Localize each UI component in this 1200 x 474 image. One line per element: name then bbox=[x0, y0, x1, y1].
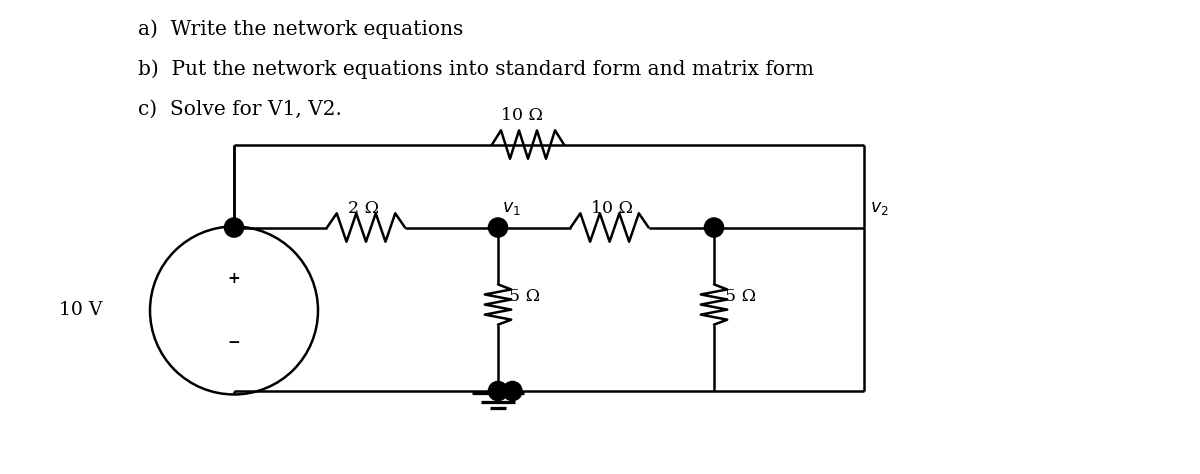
Text: $v_1$: $v_1$ bbox=[502, 200, 521, 217]
Text: $v_2$: $v_2$ bbox=[870, 200, 889, 217]
Ellipse shape bbox=[488, 218, 508, 237]
Ellipse shape bbox=[224, 218, 244, 237]
Text: 5 Ω: 5 Ω bbox=[725, 288, 756, 305]
Text: +: + bbox=[228, 271, 240, 286]
Text: 10 Ω: 10 Ω bbox=[592, 200, 632, 217]
Text: 10 V: 10 V bbox=[59, 301, 102, 319]
Ellipse shape bbox=[488, 382, 508, 401]
Text: b)  Put the network equations into standard form and matrix form: b) Put the network equations into standa… bbox=[138, 59, 814, 79]
Ellipse shape bbox=[503, 382, 522, 401]
Text: 10 Ω: 10 Ω bbox=[502, 107, 542, 124]
Text: a)  Write the network equations: a) Write the network equations bbox=[138, 19, 463, 38]
Ellipse shape bbox=[704, 218, 724, 237]
Text: c)  Solve for V1, V2.: c) Solve for V1, V2. bbox=[138, 100, 342, 118]
Text: −: − bbox=[228, 335, 240, 350]
Text: 2 Ω: 2 Ω bbox=[348, 200, 379, 217]
Text: 5 Ω: 5 Ω bbox=[509, 288, 540, 305]
